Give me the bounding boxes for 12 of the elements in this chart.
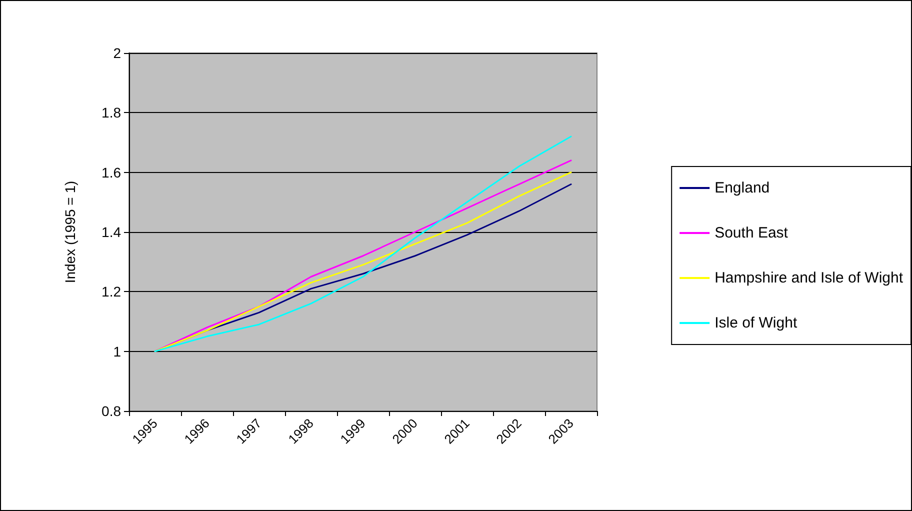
- legend-label: South East: [714, 224, 789, 242]
- y-axis-title: Index (1995 = 1): [62, 180, 78, 284]
- y-tick-label: 2: [113, 45, 122, 61]
- y-tick-label: 1.6: [102, 164, 122, 180]
- legend-label: Isle of Wight: [714, 314, 798, 332]
- y-tick-label: 1.2: [102, 284, 122, 300]
- y-tick-label: 0.8: [102, 403, 122, 419]
- legend-label: Hampshire and Isle of Wight: [714, 270, 904, 286]
- y-tick-label: 1.8: [102, 104, 122, 121]
- y-tick-label: 1.4: [102, 224, 122, 240]
- y-tick-label: 1: [113, 343, 122, 360]
- legend-label: England: [714, 180, 770, 196]
